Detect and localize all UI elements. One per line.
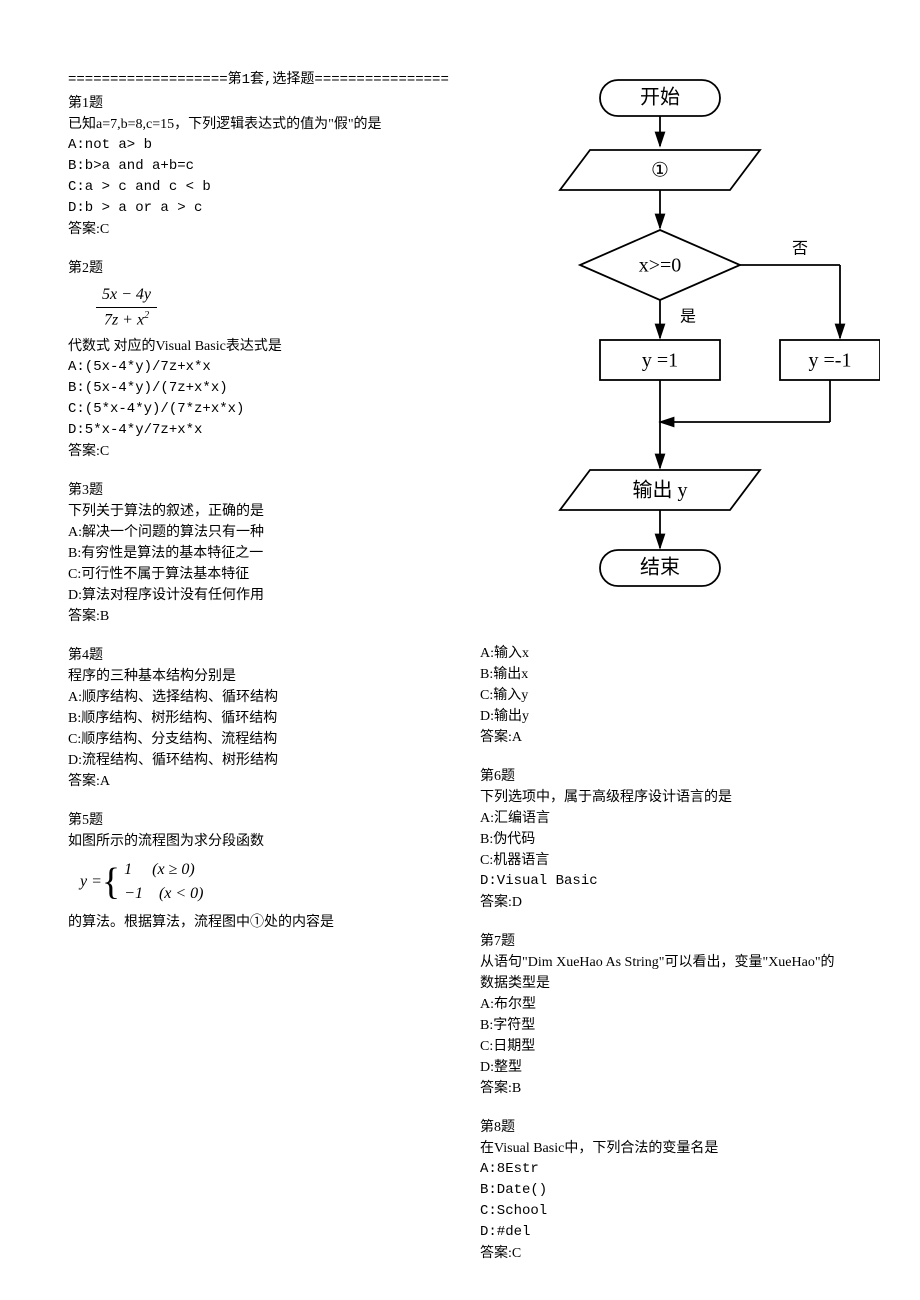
q3-c: C:可行性不属于算法基本特征 <box>68 564 448 585</box>
page: ===================第1套,选择题==============… <box>0 0 920 1300</box>
q6-c: C:机器语言 <box>480 850 860 871</box>
q6-title: 第6题 <box>480 766 860 787</box>
q5-stem: 如图所示的流程图为求分段函数 <box>68 831 448 852</box>
q8-title: 第8题 <box>480 1117 860 1138</box>
fc-io1: ① <box>651 160 669 182</box>
q7-stem1: 从语句"Dim XueHao As String"可以看出，变量"XueHao"… <box>480 952 860 973</box>
brace-icon: { <box>102 863 120 901</box>
q7-stem2: 数据类型是 <box>480 973 860 994</box>
q4-d: D:流程结构、循环结构、树形结构 <box>68 750 448 771</box>
q7-b: B:字符型 <box>480 1015 860 1036</box>
q2: 第2题 5x − 4y 7z + x2 代数式 对应的Visual Basic表… <box>68 258 448 462</box>
q2-c: C:(5*x-4*y)/(7*z+x*x) <box>68 399 448 420</box>
q6-b: B:伪代码 <box>480 829 860 850</box>
q1-ans: 答案:C <box>68 219 448 240</box>
q1-c: C:a > c and c < b <box>68 177 448 198</box>
q8-d: D:#del <box>480 1222 860 1243</box>
q5-row1: 1 (x ≥ 0) <box>124 861 195 878</box>
q1-d: D:b > a or a > c <box>68 198 448 219</box>
q2-fraction: 5x − 4y 7z + x2 <box>96 283 157 332</box>
q7-ans: 答案:B <box>480 1078 860 1099</box>
q8-c: C:School <box>480 1201 860 1222</box>
q5-c: C:输入y <box>480 685 860 706</box>
q1: 第1题 已知a=7,b=8,c=15，下列逻辑表达式的值为"假"的是 A:not… <box>68 93 448 240</box>
q6: 第6题 下列选项中，属于高级程序设计语言的是 A:汇编语言 B:伪代码 C:机器… <box>480 766 860 913</box>
q6-a: A:汇编语言 <box>480 808 860 829</box>
q8-ans: 答案:C <box>480 1243 860 1264</box>
q2-a: A:(5x-4*y)/7z+x*x <box>68 357 448 378</box>
q6-stem: 下列选项中，属于高级程序设计语言的是 <box>480 787 860 808</box>
q7: 第7题 从语句"Dim XueHao As String"可以看出，变量"Xue… <box>480 931 860 1099</box>
right-column: 开始 ① x>=0 是 否 y =1 y =-1 <box>480 70 860 1282</box>
flowchart: 开始 ① x>=0 是 否 y =1 y =-1 <box>480 70 880 630</box>
q2-title: 第2题 <box>68 258 448 279</box>
q2-d: D:5*x-4*y/7z+x*x <box>68 420 448 441</box>
q2-pre: 代数式 <box>68 339 110 354</box>
q2-den-sup: 2 <box>144 310 149 321</box>
q4-c: C:顺序结构、分支结构、流程结构 <box>68 729 448 750</box>
q3-stem: 下列关于算法的叙述，正确的是 <box>68 501 448 522</box>
q7-title: 第7题 <box>480 931 860 952</box>
q4-a: A:顺序结构、选择结构、循环结构 <box>68 687 448 708</box>
fc-y1: y =1 <box>642 350 678 372</box>
q2-post: 对应的Visual Basic表达式是 <box>110 339 282 354</box>
q2-den-base: 7z + x <box>104 311 144 328</box>
q1-b: B:b>a and a+b=c <box>68 156 448 177</box>
q1-stem: 已知a=7,b=8,c=15，下列逻辑表达式的值为"假"的是 <box>68 114 448 135</box>
q1-a: A:not a> b <box>68 135 448 156</box>
q8-stem: 在Visual Basic中，下列合法的变量名是 <box>480 1138 860 1159</box>
q4-ans: 答案:A <box>68 771 448 792</box>
q3-b: B:有穷性是算法的基本特征之一 <box>68 543 448 564</box>
fc-cond: x>=0 <box>639 255 682 277</box>
fc-y2: y =-1 <box>809 350 852 372</box>
q8-a: A:8Estr <box>480 1159 860 1180</box>
q5-piecewise: y = { 1 (x ≥ 0) −1 (x < 0) <box>80 858 204 906</box>
q2-b: B:(5x-4*y)/(7z+x*x) <box>68 378 448 399</box>
q8-b: B:Date() <box>480 1180 860 1201</box>
q4: 第4题 程序的三种基本结构分别是 A:顺序结构、选择结构、循环结构 B:顺序结构… <box>68 645 448 792</box>
left-column: ===================第1套,选择题==============… <box>68 70 448 951</box>
q2-stem: 代数式 对应的Visual Basic表达式是 <box>68 336 448 357</box>
fc-out: 输出 y <box>633 479 688 502</box>
q5-a: A:输入x <box>480 643 860 664</box>
q2-den: 7z + x2 <box>96 307 157 332</box>
q5-b: B:输出x <box>480 664 860 685</box>
q6-d: D:Visual Basic <box>480 871 860 892</box>
q4-title: 第4题 <box>68 645 448 666</box>
q4-b: B:顺序结构、树形结构、循环结构 <box>68 708 448 729</box>
q1-title: 第1题 <box>68 93 448 114</box>
q2-num: 5x − 4y <box>96 283 157 307</box>
q3-d: D:算法对程序设计没有任何作用 <box>68 585 448 606</box>
q3: 第3题 下列关于算法的叙述，正确的是 A:解决一个问题的算法只有一种 B:有穷性… <box>68 480 448 627</box>
q8: 第8题 在Visual Basic中，下列合法的变量名是 A:8Estr B:D… <box>480 1117 860 1264</box>
fc-yes: 是 <box>680 309 696 326</box>
q5-opts: A:输入x B:输出x C:输入y D:输出y 答案:A <box>480 643 860 748</box>
q3-ans: 答案:B <box>68 606 448 627</box>
q5-eqy: y = <box>80 870 102 894</box>
fc-start: 开始 <box>640 86 680 109</box>
q5: 第5题 如图所示的流程图为求分段函数 y = { 1 (x ≥ 0) −1 (x… <box>68 810 448 933</box>
q5-row2: −1 (x < 0) <box>124 885 203 902</box>
q2-ans: 答案:C <box>68 441 448 462</box>
q3-title: 第3题 <box>68 480 448 501</box>
set-header: ===================第1套,选择题==============… <box>68 70 448 91</box>
q7-d: D:整型 <box>480 1057 860 1078</box>
q6-ans: 答案:D <box>480 892 860 913</box>
fc-end: 结束 <box>640 556 680 579</box>
fc-no: 否 <box>792 241 808 258</box>
q4-stem: 程序的三种基本结构分别是 <box>68 666 448 687</box>
q5-rows: 1 (x ≥ 0) −1 (x < 0) <box>124 858 203 906</box>
q3-a: A:解决一个问题的算法只有一种 <box>68 522 448 543</box>
q5-ans: 答案:A <box>480 727 860 748</box>
q5-tail: 的算法。根据算法，流程图中①处的内容是 <box>68 912 448 933</box>
q5-d: D:输出y <box>480 706 860 727</box>
q5-title: 第5题 <box>68 810 448 831</box>
q7-a: A:布尔型 <box>480 994 860 1015</box>
q7-c: C:日期型 <box>480 1036 860 1057</box>
